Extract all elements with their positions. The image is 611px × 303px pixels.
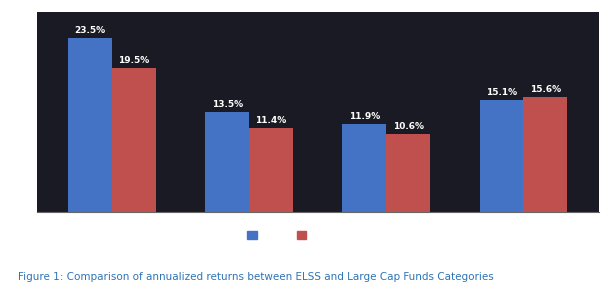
Text: Figure 1: Comparison of annualized returns between ELSS and Large Cap Funds Cate: Figure 1: Comparison of annualized retur… — [18, 272, 494, 282]
Legend: ELSS, Large Cap: ELSS, Large Cap — [243, 226, 368, 244]
Text: 11.4%: 11.4% — [255, 116, 287, 125]
Bar — [205, 112, 249, 212]
Bar — [249, 128, 293, 212]
Text: 15.6%: 15.6% — [530, 85, 561, 94]
Text: 23.5%: 23.5% — [75, 26, 106, 35]
Text: 15.1%: 15.1% — [486, 88, 517, 97]
Bar — [342, 124, 386, 212]
Bar — [68, 38, 112, 212]
Text: 13.5%: 13.5% — [211, 100, 243, 109]
Bar — [480, 100, 524, 212]
Text: 11.9%: 11.9% — [349, 112, 380, 121]
Bar — [524, 97, 567, 212]
Bar — [386, 134, 430, 212]
Text: 10.6%: 10.6% — [393, 122, 423, 131]
Text: 19.5%: 19.5% — [119, 56, 150, 65]
Bar — [112, 68, 156, 212]
